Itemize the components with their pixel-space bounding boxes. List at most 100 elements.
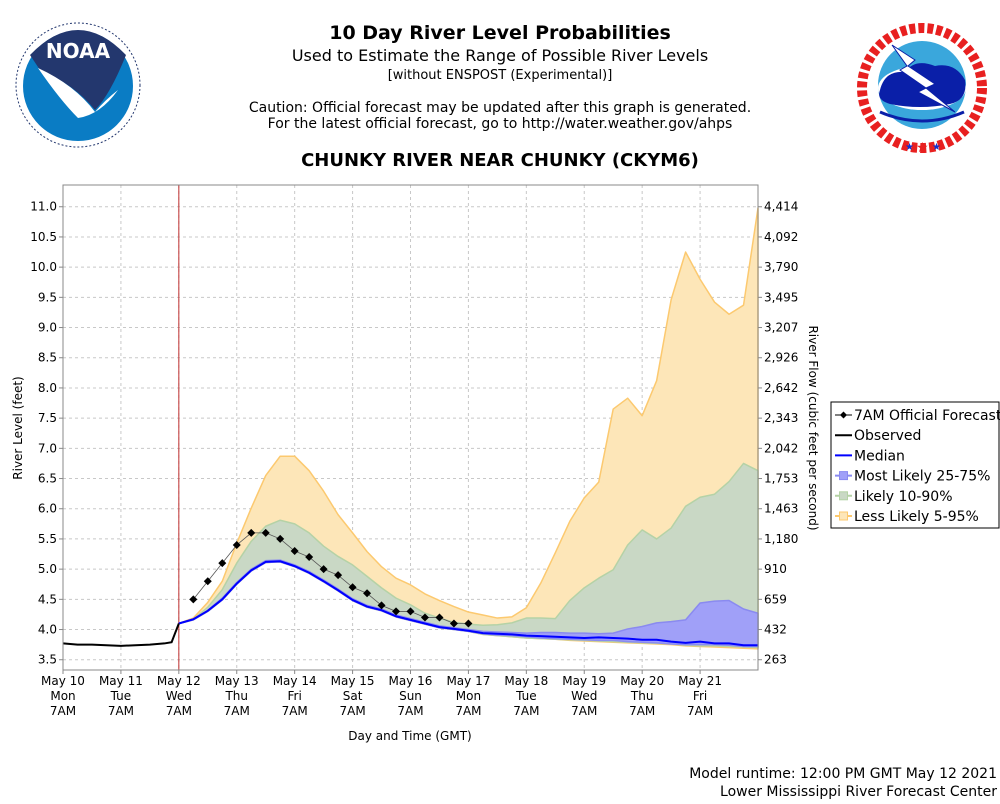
x-tick-label: Thu xyxy=(224,689,248,703)
y-tick-label: 11.0 xyxy=(30,200,57,214)
svg-text:★: ★ xyxy=(932,142,941,153)
y-tick-label: 4.0 xyxy=(38,623,57,637)
x-tick-label: May 17 xyxy=(446,674,490,688)
legend-item-official: 7AM Official Forecast xyxy=(835,408,1000,424)
x-tick-label: 7AM xyxy=(108,704,134,718)
square-icon xyxy=(839,491,848,501)
y-tick-label: 5.0 xyxy=(38,562,57,576)
y-right-tick-label: 3,207 xyxy=(764,321,798,335)
official-forecast-point xyxy=(276,534,285,543)
legend: 7AM Official Forecast Observed Median Most … xyxy=(830,401,1000,529)
y-tick-label: 4.5 xyxy=(38,592,57,606)
x-tick-label: May 15 xyxy=(331,674,375,688)
y-right-tick-label: 4,092 xyxy=(764,230,798,244)
x-tick-label: 7AM xyxy=(50,704,76,718)
y-axis-right-label: River Flow (cubic feet per second) xyxy=(806,325,820,530)
official-forecast-point xyxy=(319,565,328,574)
svg-text:★: ★ xyxy=(916,140,929,156)
x-tick-label: May 11 xyxy=(99,674,143,688)
official-forecast-point xyxy=(218,559,227,568)
y-right-tick-label: 2,926 xyxy=(764,351,798,365)
y-tick-label: 6.0 xyxy=(38,502,57,516)
x-tick-label: Fri xyxy=(693,689,707,703)
x-tick-label: 7AM xyxy=(687,704,713,718)
caution-line-1: Caution: Official forecast may be update… xyxy=(249,100,751,116)
x-tick-label: Mon xyxy=(456,689,481,703)
noaa-logo: NOAA xyxy=(12,17,144,149)
official-forecast-point xyxy=(290,547,299,556)
x-tick-label: 7AM xyxy=(339,704,365,718)
square-icon xyxy=(839,471,848,481)
x-tick-label: 7AM xyxy=(224,704,250,718)
y-right-tick-label: 2,042 xyxy=(764,441,798,455)
official-forecast-point xyxy=(464,619,473,628)
x-tick-label: Sat xyxy=(343,689,363,703)
legend-item-median: Median xyxy=(835,448,905,464)
series-lines xyxy=(62,185,758,670)
x-tick-label: 7AM xyxy=(166,704,192,718)
y-axis-label: River Level (feet) xyxy=(11,376,25,479)
x-tick-label: 7AM xyxy=(397,704,423,718)
diamond-icon xyxy=(840,411,847,419)
x-tick-label: Thu xyxy=(630,689,654,703)
x-tick-label: 7AM xyxy=(629,704,655,718)
x-tick-label: 7AM xyxy=(282,704,308,718)
x-tick-label: Tue xyxy=(110,689,132,703)
y-right-tick-label: 1,463 xyxy=(764,502,798,516)
legend-label: Most Likely 25-75% xyxy=(854,469,990,485)
legend-label: Median xyxy=(854,448,905,464)
official-forecast-point xyxy=(334,571,343,580)
legend-label: Observed xyxy=(854,428,921,444)
x-tick-label: May 14 xyxy=(273,674,317,688)
official-forecast-point xyxy=(435,613,444,622)
y-right-tick-label: 263 xyxy=(764,653,787,667)
legend-item-band5: Less Likely 5-95% xyxy=(835,509,979,525)
official-forecast-point xyxy=(406,607,415,616)
chart-title: 10 Day River Level Probabilities xyxy=(329,22,671,44)
x-tick-label: Sun xyxy=(399,689,422,703)
x-tick-label: May 19 xyxy=(562,674,606,688)
nws-logo: ★ ★ ★ xyxy=(857,23,987,156)
y-right-tick-label: 1,753 xyxy=(764,472,798,486)
legend-item-observed: Observed xyxy=(835,428,921,444)
median-line xyxy=(178,560,758,647)
legend-item-band25: Most Likely 25-75% xyxy=(835,469,990,485)
y-tick-label: 8.5 xyxy=(38,351,57,365)
y-right-tick-label: 4,414 xyxy=(764,200,798,214)
forecast-center: Lower Mississippi River Forecast Center xyxy=(720,784,997,800)
x-tick-label: Wed xyxy=(571,689,597,703)
legend-label: Likely 10-90% xyxy=(854,489,953,505)
x-tick-label: Mon xyxy=(50,689,75,703)
y-right-tick-label: 432 xyxy=(764,623,787,637)
x-tick-label: Wed xyxy=(166,689,192,703)
official-forecast-point xyxy=(203,577,212,586)
chart-subtitle: Used to Estimate the Range of Possible R… xyxy=(292,46,708,65)
official-forecast-point xyxy=(247,528,256,537)
official-forecast-point xyxy=(420,613,429,622)
model-runtime: Model runtime: 12:00 PM GMT May 12 2021 xyxy=(689,766,997,782)
y-tick-label: 6.5 xyxy=(38,472,57,486)
official-forecast-point xyxy=(363,589,372,598)
observed-line xyxy=(62,623,180,647)
chart-note: [without ENSPOST (Experimental)] xyxy=(388,68,613,83)
y-tick-label: 8.0 xyxy=(38,381,57,395)
official-forecast-point xyxy=(305,553,314,562)
svg-text:★: ★ xyxy=(905,142,914,153)
x-tick-label: May 10 xyxy=(41,674,85,688)
official-forecast-point xyxy=(261,528,270,537)
y-tick-label: 7.0 xyxy=(38,441,57,455)
x-tick-label: May 20 xyxy=(620,674,664,688)
x-tick-label: Tue xyxy=(515,689,537,703)
y-right-tick-label: 910 xyxy=(764,562,787,576)
x-tick-label: May 16 xyxy=(389,674,433,688)
square-icon xyxy=(839,511,848,521)
y-tick-label: 10.0 xyxy=(30,260,57,274)
y-tick-label: 3.5 xyxy=(38,653,57,667)
x-tick-label: May 21 xyxy=(678,674,722,688)
x-tick-label: May 13 xyxy=(215,674,259,688)
legend-label: 7AM Official Forecast xyxy=(854,408,1000,424)
y-tick-label: 5.5 xyxy=(38,532,57,546)
x-tick-label: May 12 xyxy=(157,674,201,688)
y-tick-label: 7.5 xyxy=(38,411,57,425)
